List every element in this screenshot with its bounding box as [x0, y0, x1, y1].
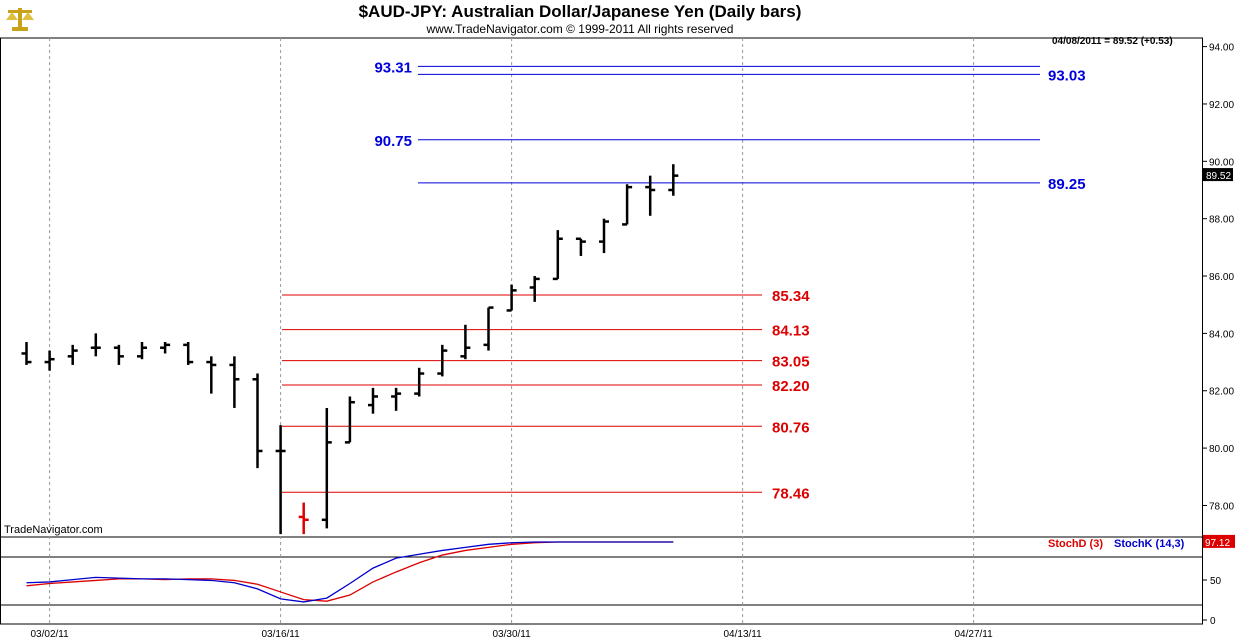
level-label: 89.25 [1048, 176, 1086, 193]
indicator-y-tick-label: 50 [1210, 576, 1222, 587]
ohlc-bar [368, 387, 378, 414]
level-label: 78.46 [772, 485, 810, 502]
y-tick-label: 94.00 [1209, 43, 1234, 54]
ohlc-bar [668, 164, 679, 196]
indicator-panel-border [0, 536, 1203, 625]
ohlc-bar [90, 333, 101, 357]
watermark: TradeNavigator.com [4, 524, 103, 536]
x-tick-label: 03/02/11 [31, 629, 70, 640]
ohlc-bar [460, 324, 471, 360]
ohlc-bar [622, 184, 633, 226]
level-label: 84.13 [772, 323, 810, 340]
stochd-legend: StochD (3) [1048, 538, 1103, 550]
ohlc-bar [252, 373, 263, 469]
main-panel-border [0, 37, 1203, 538]
indicator-last-tag [1203, 534, 1235, 548]
ohlc-bar [206, 356, 217, 394]
level-label: 90.75 [374, 133, 412, 150]
ohlc-bar [414, 367, 425, 397]
ohlc-bar [183, 341, 194, 365]
stochd-line [26, 541, 674, 602]
ohlc-bar [275, 425, 286, 535]
last-price-info: 04/08/2011 = 89.52 (+0.53) [1052, 36, 1173, 47]
ohlc-bar [506, 284, 517, 312]
ohlc-bar [483, 306, 494, 351]
chart-title: $AUD-JPY: Australian Dollar/Japanese Yen… [358, 2, 802, 21]
last-price-tag [1203, 168, 1233, 182]
scales-logo-icon [6, 8, 34, 31]
ohlc-bar [229, 356, 240, 408]
chart-subtitle: www.TradeNavigator.com © 1999-2011 All r… [426, 22, 734, 36]
ohlc-bar [645, 175, 656, 216]
ohlc-bar [44, 350, 55, 371]
ohlc-bar [298, 502, 309, 535]
y-tick-label: 84.00 [1209, 329, 1234, 340]
stochk-line [26, 541, 674, 603]
stochk-legend: StochK (14,3) [1114, 538, 1185, 550]
x-tick-label: 03/16/11 [262, 629, 301, 640]
y-tick-label: 86.00 [1209, 272, 1234, 283]
ohlc-bar [113, 344, 124, 365]
ohlc-bar [552, 230, 563, 281]
last-price-tag-label: 89.52 [1206, 171, 1231, 182]
y-tick-label: 90.00 [1209, 157, 1234, 168]
y-tick-label: 92.00 [1209, 100, 1234, 111]
y-tick-label: 82.00 [1209, 387, 1234, 398]
ohlc-bar [599, 218, 609, 254]
indicator-y-tick-label: 0 [1210, 616, 1216, 627]
y-tick-label: 88.00 [1209, 215, 1234, 226]
level-label: 93.31 [374, 59, 412, 76]
x-tick-label: 04/27/11 [955, 629, 994, 640]
x-tick-label: 03/30/11 [493, 629, 532, 640]
ohlc-bar [137, 341, 147, 360]
ohlc-bar [67, 344, 78, 365]
level-label: 82.20 [772, 378, 810, 395]
ohlc-bar [21, 341, 32, 365]
x-tick-label: 04/13/11 [724, 629, 763, 640]
indicator-last-tag-label: 97.12 [1205, 538, 1230, 549]
level-label: 93.03 [1048, 67, 1086, 84]
y-tick-label: 78.00 [1209, 501, 1234, 512]
ohlc-bar [344, 396, 355, 444]
ohlc-bar [321, 407, 332, 529]
ohlc-bar [575, 237, 586, 256]
ohlc-bar [437, 344, 448, 377]
level-label: 85.34 [772, 288, 810, 305]
ohlc-bar [391, 387, 402, 411]
ohlc-bar [529, 276, 540, 302]
y-tick-label: 80.00 [1209, 444, 1234, 455]
ohlc-bar [160, 341, 171, 354]
level-label: 80.76 [772, 419, 810, 436]
level-label: 83.05 [772, 354, 810, 371]
